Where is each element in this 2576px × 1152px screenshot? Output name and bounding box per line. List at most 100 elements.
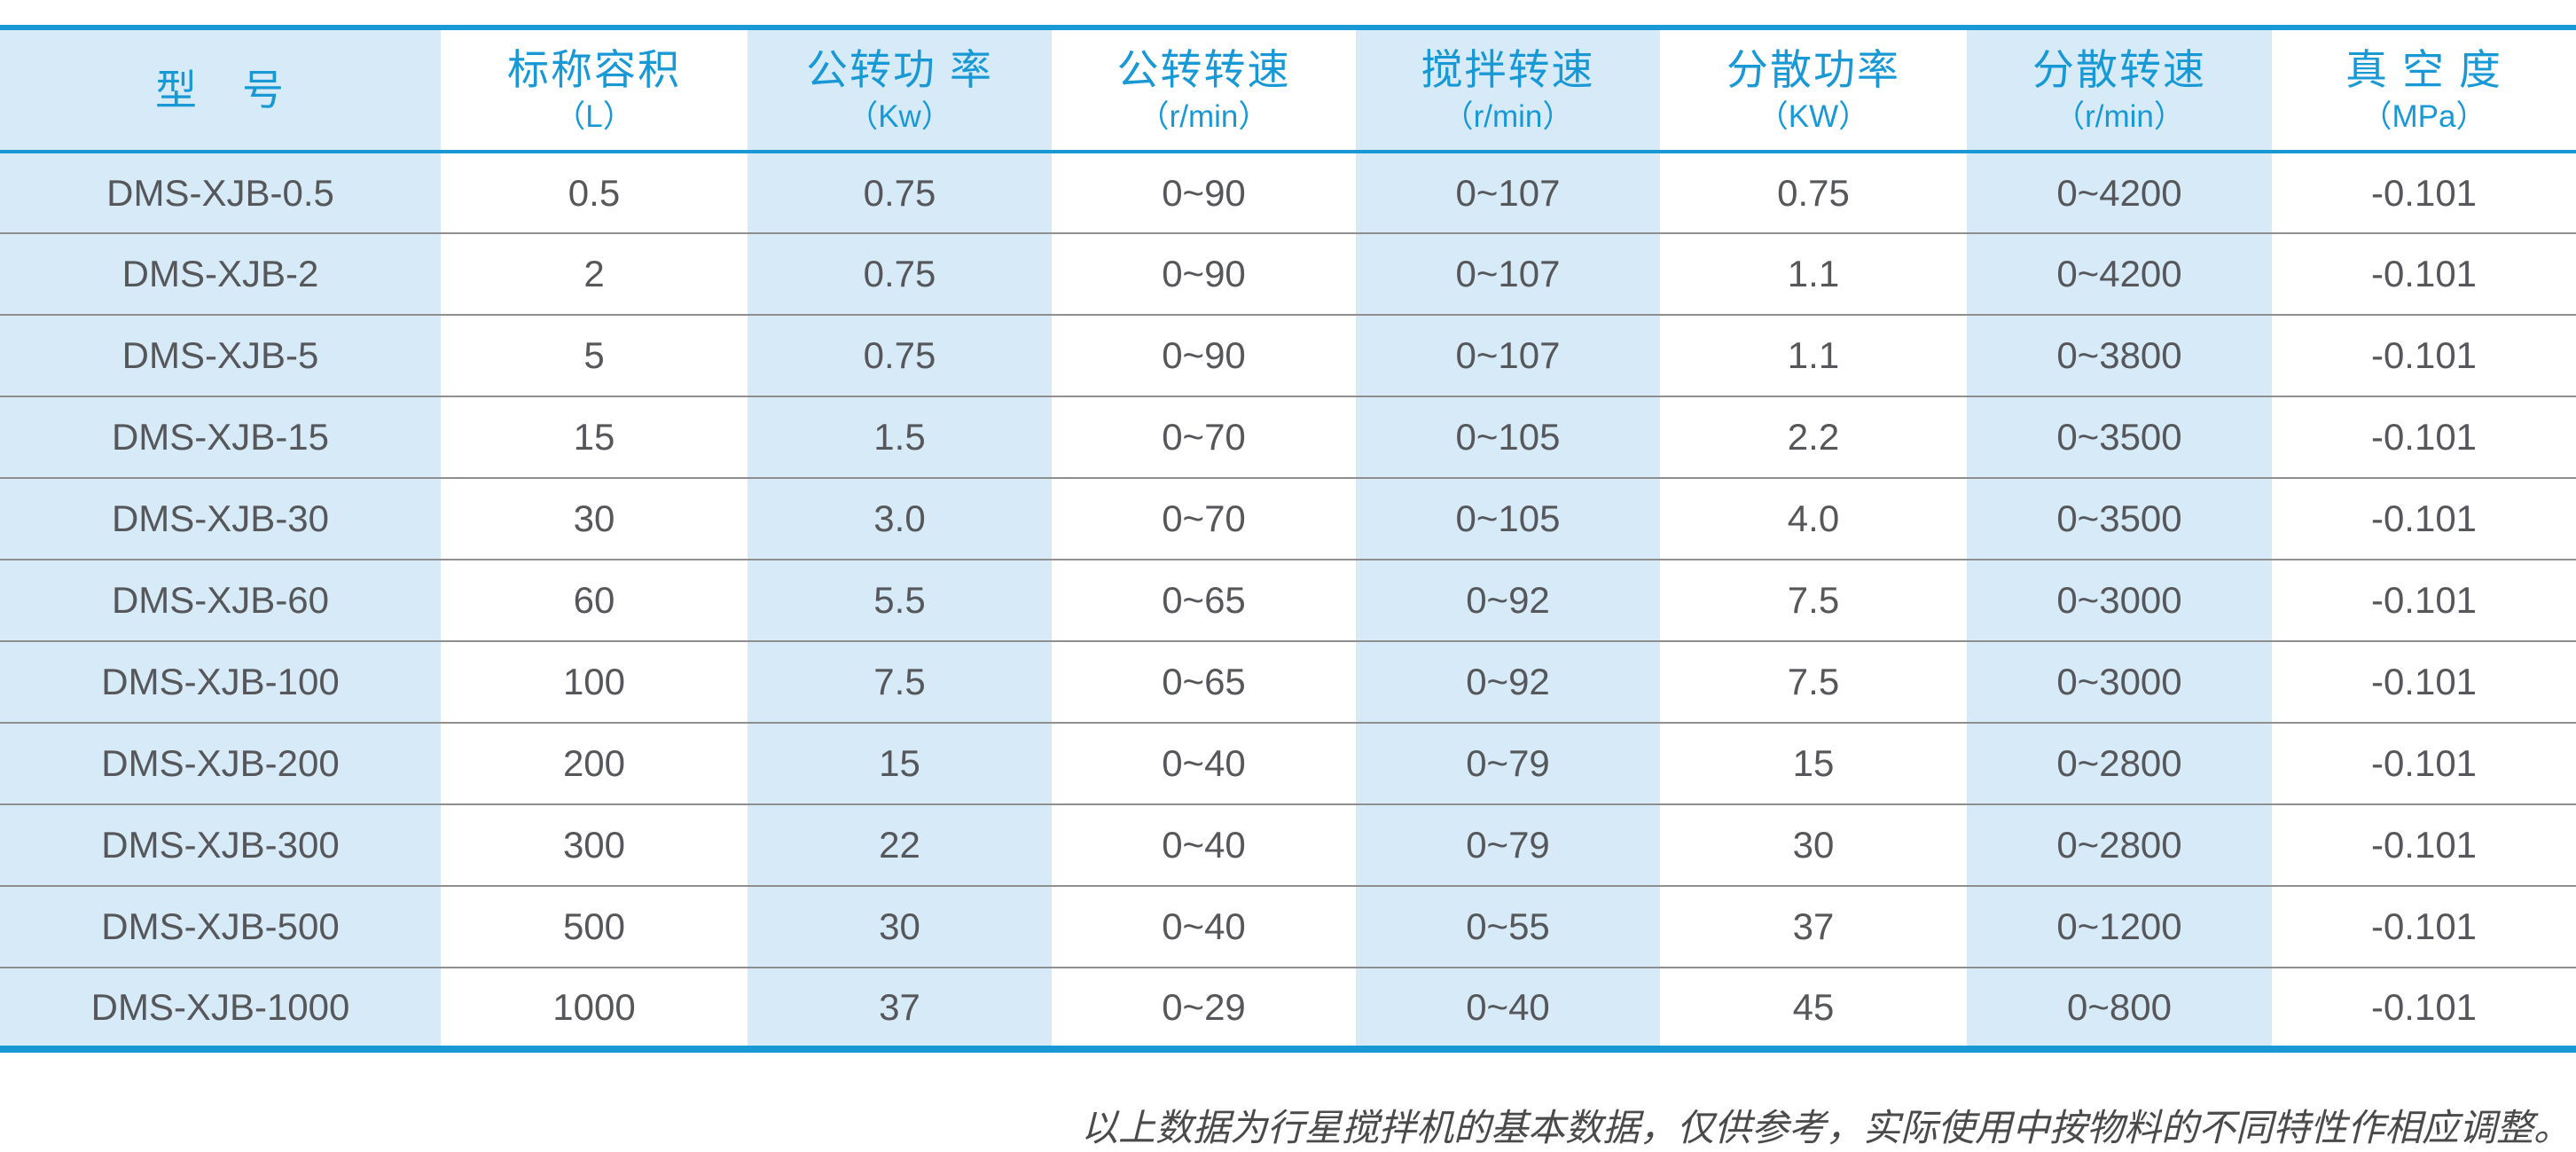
value-cell: 5.5 bbox=[748, 559, 1052, 641]
value-cell: 0~92 bbox=[1356, 640, 1660, 723]
header-revolution-speed-unit: （r/min） bbox=[1138, 98, 1270, 134]
header-revolution-power-title: 公转功 率 bbox=[805, 45, 994, 93]
value-cell: 0~90 bbox=[1052, 314, 1356, 396]
value-cell: 60 bbox=[441, 559, 748, 641]
value-cell: 0~40 bbox=[1052, 722, 1356, 804]
header-disperse-speed-title: 分散转速 bbox=[2032, 45, 2206, 93]
header-disperse-speed-unit: （r/min） bbox=[2054, 98, 2185, 134]
value-cell: 30 bbox=[1660, 803, 1967, 886]
value-cell: 0.5 bbox=[568, 171, 621, 214]
header-disperse-speed: 分散转速 （r/min） bbox=[1967, 27, 2272, 153]
model-cell: DMS-XJB-60 bbox=[0, 559, 441, 641]
value-cell: 0~3500 bbox=[1967, 396, 2272, 478]
value-cell: 0~65 bbox=[1052, 640, 1356, 723]
value-cell: 2.2 bbox=[1660, 396, 1967, 478]
model-cell: DMS-XJB-300 bbox=[0, 803, 441, 886]
value-cell: 3.0 bbox=[748, 477, 1052, 560]
table-row: DMS-XJB-500 500 30 0~40 0~55 37 0~1200 -0.101 bbox=[0, 885, 2576, 968]
header-nominal-volume-title: 标称容积 bbox=[507, 45, 681, 93]
mixer-spec-table: 型 号 标称容积 （L） 公转功 率 （Kw） 公转转速 （r/min） 搅拌转… bbox=[0, 25, 2576, 1053]
value-cell: 0~1200 bbox=[1967, 885, 2272, 968]
value-cell: 0~29 bbox=[1052, 967, 1356, 1049]
value-cell: 37 bbox=[1660, 885, 1967, 968]
value-cell: 0~105 bbox=[1356, 477, 1660, 560]
value-cell: 0~3500 bbox=[1967, 477, 2272, 560]
model-cell: DMS-XJB-200 bbox=[0, 722, 441, 804]
header-nominal-volume-unit: （L） bbox=[554, 98, 634, 134]
value-cell: 2 bbox=[441, 232, 748, 315]
header-row: 型 号 标称容积 （L） 公转功 率 （Kw） 公转转速 （r/min） 搅拌转… bbox=[0, 27, 2576, 153]
value-cell: 0.75 bbox=[1777, 171, 1850, 214]
model-cell: DMS-XJB-30 bbox=[0, 477, 441, 560]
value-cell: 7.5 bbox=[748, 640, 1052, 723]
table-row: DMS-XJB-30 30 3.0 0~70 0~105 4.0 0~3500 -0.101 bbox=[0, 477, 2576, 560]
table-row: DMS-XJB-1000 1000 37 0~29 0~40 45 0~800 -0.101 bbox=[0, 967, 2576, 1049]
value-cell: 500 bbox=[441, 885, 748, 968]
table-row: DMS-XJB-2 2 0.75 0~90 0~107 1.1 0~4200 -0.101 bbox=[0, 232, 2576, 315]
value-cell: 0~79 bbox=[1356, 803, 1660, 886]
value-cell: 15 bbox=[441, 396, 748, 478]
value-cell: 0~65 bbox=[1052, 559, 1356, 641]
value-cell: 30 bbox=[441, 477, 748, 560]
value-cell: 0~40 bbox=[1052, 803, 1356, 886]
value-cell: -0.101 bbox=[2272, 722, 2576, 804]
value-cell: 0~4200 bbox=[1967, 152, 2272, 233]
value-cell: 0~70 bbox=[1052, 396, 1356, 478]
value-cell: 0~92 bbox=[1356, 559, 1660, 641]
value-cell: 0~3800 bbox=[1967, 314, 2272, 396]
value-cell: 0~90 bbox=[1052, 232, 1356, 315]
model-cell: DMS-XJB-100 bbox=[0, 640, 441, 723]
header-revolution-speed-title: 公转转速 bbox=[1116, 45, 1291, 93]
table-row: DMS-XJB-5 5 0.75 0~90 0~107 1.1 0~3800 -0.101 bbox=[0, 314, 2576, 396]
table-row: DMS-XJB-60 60 5.5 0~65 0~92 7.5 0~3000 -0.101 bbox=[0, 559, 2576, 641]
model-cell: DMS-XJB-2 bbox=[0, 232, 441, 315]
header-vacuum-degree-title: 真 空 度 bbox=[2345, 45, 2503, 93]
value-cell: -0.101 bbox=[2272, 885, 2576, 968]
header-stir-speed: 搅拌转速 （r/min） bbox=[1356, 27, 1660, 153]
value-cell: 300 bbox=[441, 803, 748, 886]
value-cell: -0.101 bbox=[2272, 314, 2576, 396]
value-cell: 0~90 bbox=[1162, 171, 1246, 214]
value-cell: 0~55 bbox=[1356, 885, 1660, 968]
value-cell: 0~4200 bbox=[1967, 232, 2272, 315]
value-cell: -0.101 bbox=[2272, 477, 2576, 560]
value-cell: 0~40 bbox=[1356, 967, 1660, 1049]
value-cell: 1.5 bbox=[748, 396, 1052, 478]
table-row: DMS-XJB-300 300 22 0~40 0~79 30 0~2800 -0.101 bbox=[0, 803, 2576, 886]
value-cell: 0.75 bbox=[748, 152, 1052, 233]
table-row: DMS-XJB-15 15 1.5 0~70 0~105 2.2 0~3500 -0.101 bbox=[0, 396, 2576, 478]
header-vacuum-degree: 真 空 度 （MPa） bbox=[2272, 27, 2576, 153]
table-row: DMS-XJB-100 100 7.5 0~65 0~92 7.5 0~3000 -0.101 bbox=[0, 640, 2576, 723]
header-stir-speed-unit: （r/min） bbox=[1442, 98, 1574, 134]
value-cell: -0.101 bbox=[2272, 559, 2576, 641]
value-cell: -0.101 bbox=[2272, 396, 2576, 478]
value-cell: -0.101 bbox=[2272, 803, 2576, 886]
value-cell: 0~800 bbox=[1967, 967, 2272, 1049]
value-cell: 4.0 bbox=[1660, 477, 1967, 560]
value-cell: 22 bbox=[748, 803, 1052, 886]
value-cell: 0~107 bbox=[1356, 314, 1660, 396]
value-cell: 5 bbox=[441, 314, 748, 396]
value-cell: 7.5 bbox=[1660, 559, 1967, 641]
model-cell: DMS-XJB-5 bbox=[0, 314, 441, 396]
value-cell: 0~70 bbox=[1052, 477, 1356, 560]
value-cell: 1.1 bbox=[1660, 314, 1967, 396]
model-cell: DMS-XJB-500 bbox=[0, 885, 441, 968]
value-cell: 0~40 bbox=[1052, 885, 1356, 968]
value-cell: 0~3000 bbox=[1967, 559, 2272, 641]
value-cell: 0~105 bbox=[1356, 396, 1660, 478]
header-revolution-speed: 公转转速 （r/min） bbox=[1052, 27, 1356, 153]
value-cell: 0~3000 bbox=[1967, 640, 2272, 723]
value-cell: -0.101 bbox=[2370, 171, 2478, 214]
value-cell: 0.75 bbox=[748, 314, 1052, 396]
header-disperse-power: 分散功率 （KW） bbox=[1660, 27, 1967, 153]
header-nominal-volume: 标称容积 （L） bbox=[441, 27, 748, 153]
header-revolution-power-unit: （Kw） bbox=[847, 98, 952, 134]
header-stir-speed-title: 搅拌转速 bbox=[1421, 45, 1595, 93]
header-disperse-power-title: 分散功率 bbox=[1726, 45, 1900, 93]
value-cell: -0.101 bbox=[2272, 640, 2576, 723]
model-cell: DMS-XJB-0.5 bbox=[0, 152, 441, 233]
value-cell: 0~2800 bbox=[1967, 722, 2272, 804]
value-cell: 200 bbox=[441, 722, 748, 804]
